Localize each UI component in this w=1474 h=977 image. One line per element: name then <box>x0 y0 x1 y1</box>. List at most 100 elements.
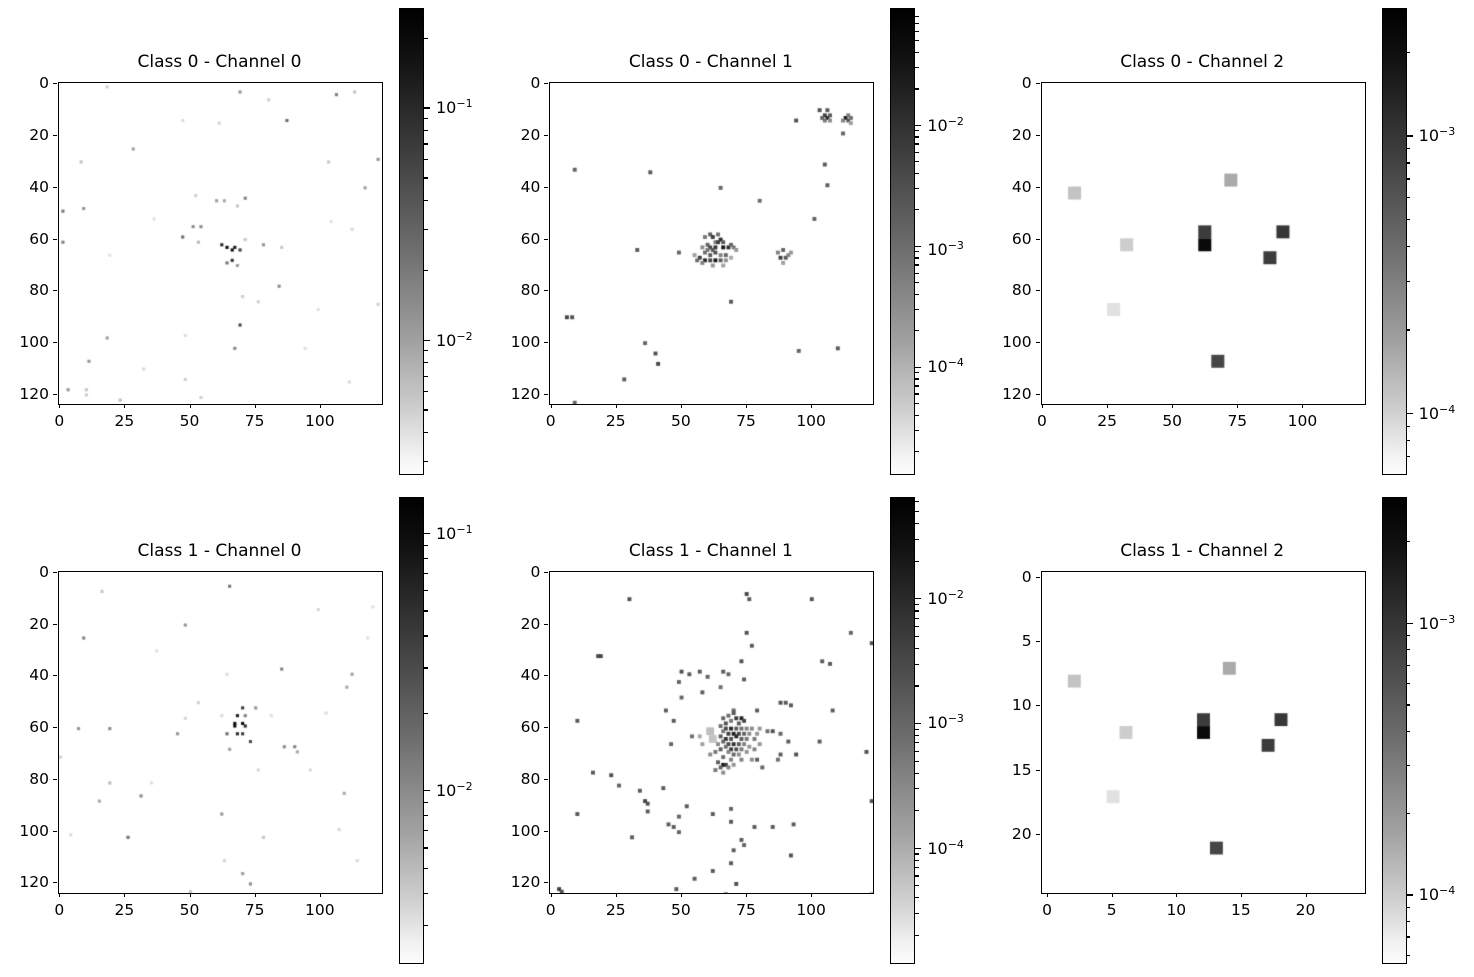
colorbar-minor-tick <box>1406 704 1411 706</box>
x-tick-label: 75 <box>244 412 265 430</box>
colorbar-label-exponent: −3 <box>1439 612 1456 626</box>
colorbar-minor-tick <box>424 431 428 434</box>
y-axis-tick <box>544 342 549 344</box>
colorbar-major-tick <box>1406 412 1413 415</box>
colorbar-minor-tick <box>915 372 919 374</box>
colorbar-minor-tick <box>424 802 428 804</box>
colorbar-minor-tick <box>915 67 919 69</box>
colorbar-minor-tick <box>1406 920 1411 922</box>
colorbar-minor-tick <box>915 51 919 54</box>
x-tick-label: 50 <box>179 900 200 919</box>
colorbar-minor-tick <box>915 88 919 90</box>
colorbar-minor-tick <box>424 37 428 39</box>
colorbar-gradient <box>1381 496 1407 964</box>
y-axis-tick <box>544 830 549 832</box>
y-axis-tick <box>53 727 57 729</box>
colorbar: 10−2 10−3 10−4 <box>890 8 964 475</box>
heatmap-canvas <box>59 571 382 893</box>
colorbar-minor-tick <box>915 172 919 175</box>
x-tick-label: 100 <box>796 900 826 919</box>
colorbar-minor-tick <box>915 859 919 861</box>
y-axis-tick <box>1035 83 1040 85</box>
x-tick-label: 50 <box>1162 412 1183 430</box>
subplot-panel: Class 0 - Channel 2 10−3 10−4 0 25 50 75 100 0… <box>983 0 1474 489</box>
colorbar-minor-tick <box>915 885 919 887</box>
colorbar-label-base: 10 <box>927 357 948 377</box>
colorbar-minor-tick <box>424 391 428 393</box>
colorbar-major-tick <box>915 245 922 247</box>
y-axis-tick <box>53 290 57 292</box>
colorbar-minor-tick <box>915 378 919 380</box>
colorbar-label-base: 10 <box>436 98 457 118</box>
colorbar-minor-tick <box>1406 906 1411 908</box>
y-axis-tick <box>1035 186 1040 188</box>
colorbar-tick-label: 10−2 <box>927 588 964 608</box>
colorbar-minor-tick <box>424 544 428 546</box>
y-tick-label: 120 <box>19 384 49 403</box>
y-tick-label: 60 <box>29 229 49 248</box>
colorbar-minor-tick <box>915 187 919 190</box>
x-axis-tick <box>745 404 747 408</box>
colorbar-minor-tick <box>1406 178 1411 180</box>
y-tick-label: 120 <box>19 873 49 892</box>
y-tick-label: 100 <box>1002 333 1032 352</box>
x-tick-label: 75 <box>736 900 756 919</box>
colorbar-minor-tick <box>915 251 919 253</box>
y-tick-label: 0 <box>39 562 49 581</box>
x-axis-tick <box>1237 404 1239 408</box>
subplot-title: Class 0 - Channel 1 <box>628 52 793 72</box>
colorbar-minor-tick <box>915 330 919 332</box>
x-tick-label: 15 <box>1231 900 1251 919</box>
colorbar-minor-tick <box>1406 540 1411 542</box>
x-axis-tick <box>680 892 682 897</box>
x-tick-label: 0 <box>1042 900 1053 919</box>
x-axis-tick <box>189 404 191 408</box>
colorbar-label-base: 10 <box>1418 126 1440 146</box>
colorbar-major-tick <box>915 366 922 368</box>
y-tick-label: 60 <box>29 718 49 737</box>
y-tick-label: 20 <box>29 614 49 633</box>
y-axis-tick <box>53 393 57 395</box>
subplot-panel: Class 1 - Channel 0 10−1 10−2 0 25 50 75 100 0… <box>0 489 491 977</box>
colorbar-minor-tick <box>915 429 919 432</box>
x-tick-label: 0 <box>54 900 65 919</box>
x-tick-label: 0 <box>545 412 556 430</box>
y-tick-label: 0 <box>530 74 541 93</box>
y-tick-label: 100 <box>19 821 49 840</box>
y-tick-label: 100 <box>510 821 541 840</box>
colorbar-gradient <box>1381 8 1407 475</box>
x-tick-label: 50 <box>179 412 200 430</box>
x-axis-tick <box>319 404 321 408</box>
colorbar-minor-tick <box>915 610 919 612</box>
colorbar-minor-tick <box>915 647 919 650</box>
subplot-panel: Class 1 - Channel 2 10−3 10−4 0 5 10 15 20 0 5 1… <box>983 489 1474 977</box>
y-tick-label: 100 <box>510 333 541 352</box>
colorbar-gradient <box>399 496 424 964</box>
y-tick-label: 20 <box>520 126 541 145</box>
colorbar-tick-label: 10−1 <box>436 97 473 117</box>
subplot-title: Class 1 - Channel 2 <box>1120 540 1285 561</box>
colorbar: 10−3 10−4 <box>1381 496 1455 964</box>
colorbar-label-base: 10 <box>436 330 457 350</box>
colorbar-minor-tick <box>1406 245 1411 248</box>
colorbar-label-base: 10 <box>927 713 948 733</box>
colorbar-label-exponent: −2 <box>456 780 473 794</box>
colorbar-label-exponent: −3 <box>1439 125 1456 139</box>
x-axis-tick <box>680 404 682 408</box>
y-tick-label: 80 <box>29 281 49 300</box>
y-tick-label: 0 <box>39 74 49 93</box>
colorbar-minor-tick <box>424 590 428 592</box>
colorbar-label-exponent: −1 <box>456 97 473 111</box>
y-axis-tick <box>53 623 57 625</box>
colorbar-major-tick <box>915 722 922 725</box>
colorbar-gradient <box>890 496 916 964</box>
colorbar-minor-tick <box>1406 425 1411 427</box>
plot-area <box>549 82 875 405</box>
colorbar: 10−3 10−4 <box>1381 8 1455 475</box>
x-axis-tick <box>319 892 321 897</box>
colorbar-minor-tick <box>1406 936 1411 938</box>
y-tick-label: 20 <box>1011 126 1032 145</box>
colorbar-tick-label: 10−4 <box>1419 884 1456 904</box>
colorbar-minor-tick <box>915 742 919 744</box>
y-tick-label: 40 <box>29 666 49 685</box>
